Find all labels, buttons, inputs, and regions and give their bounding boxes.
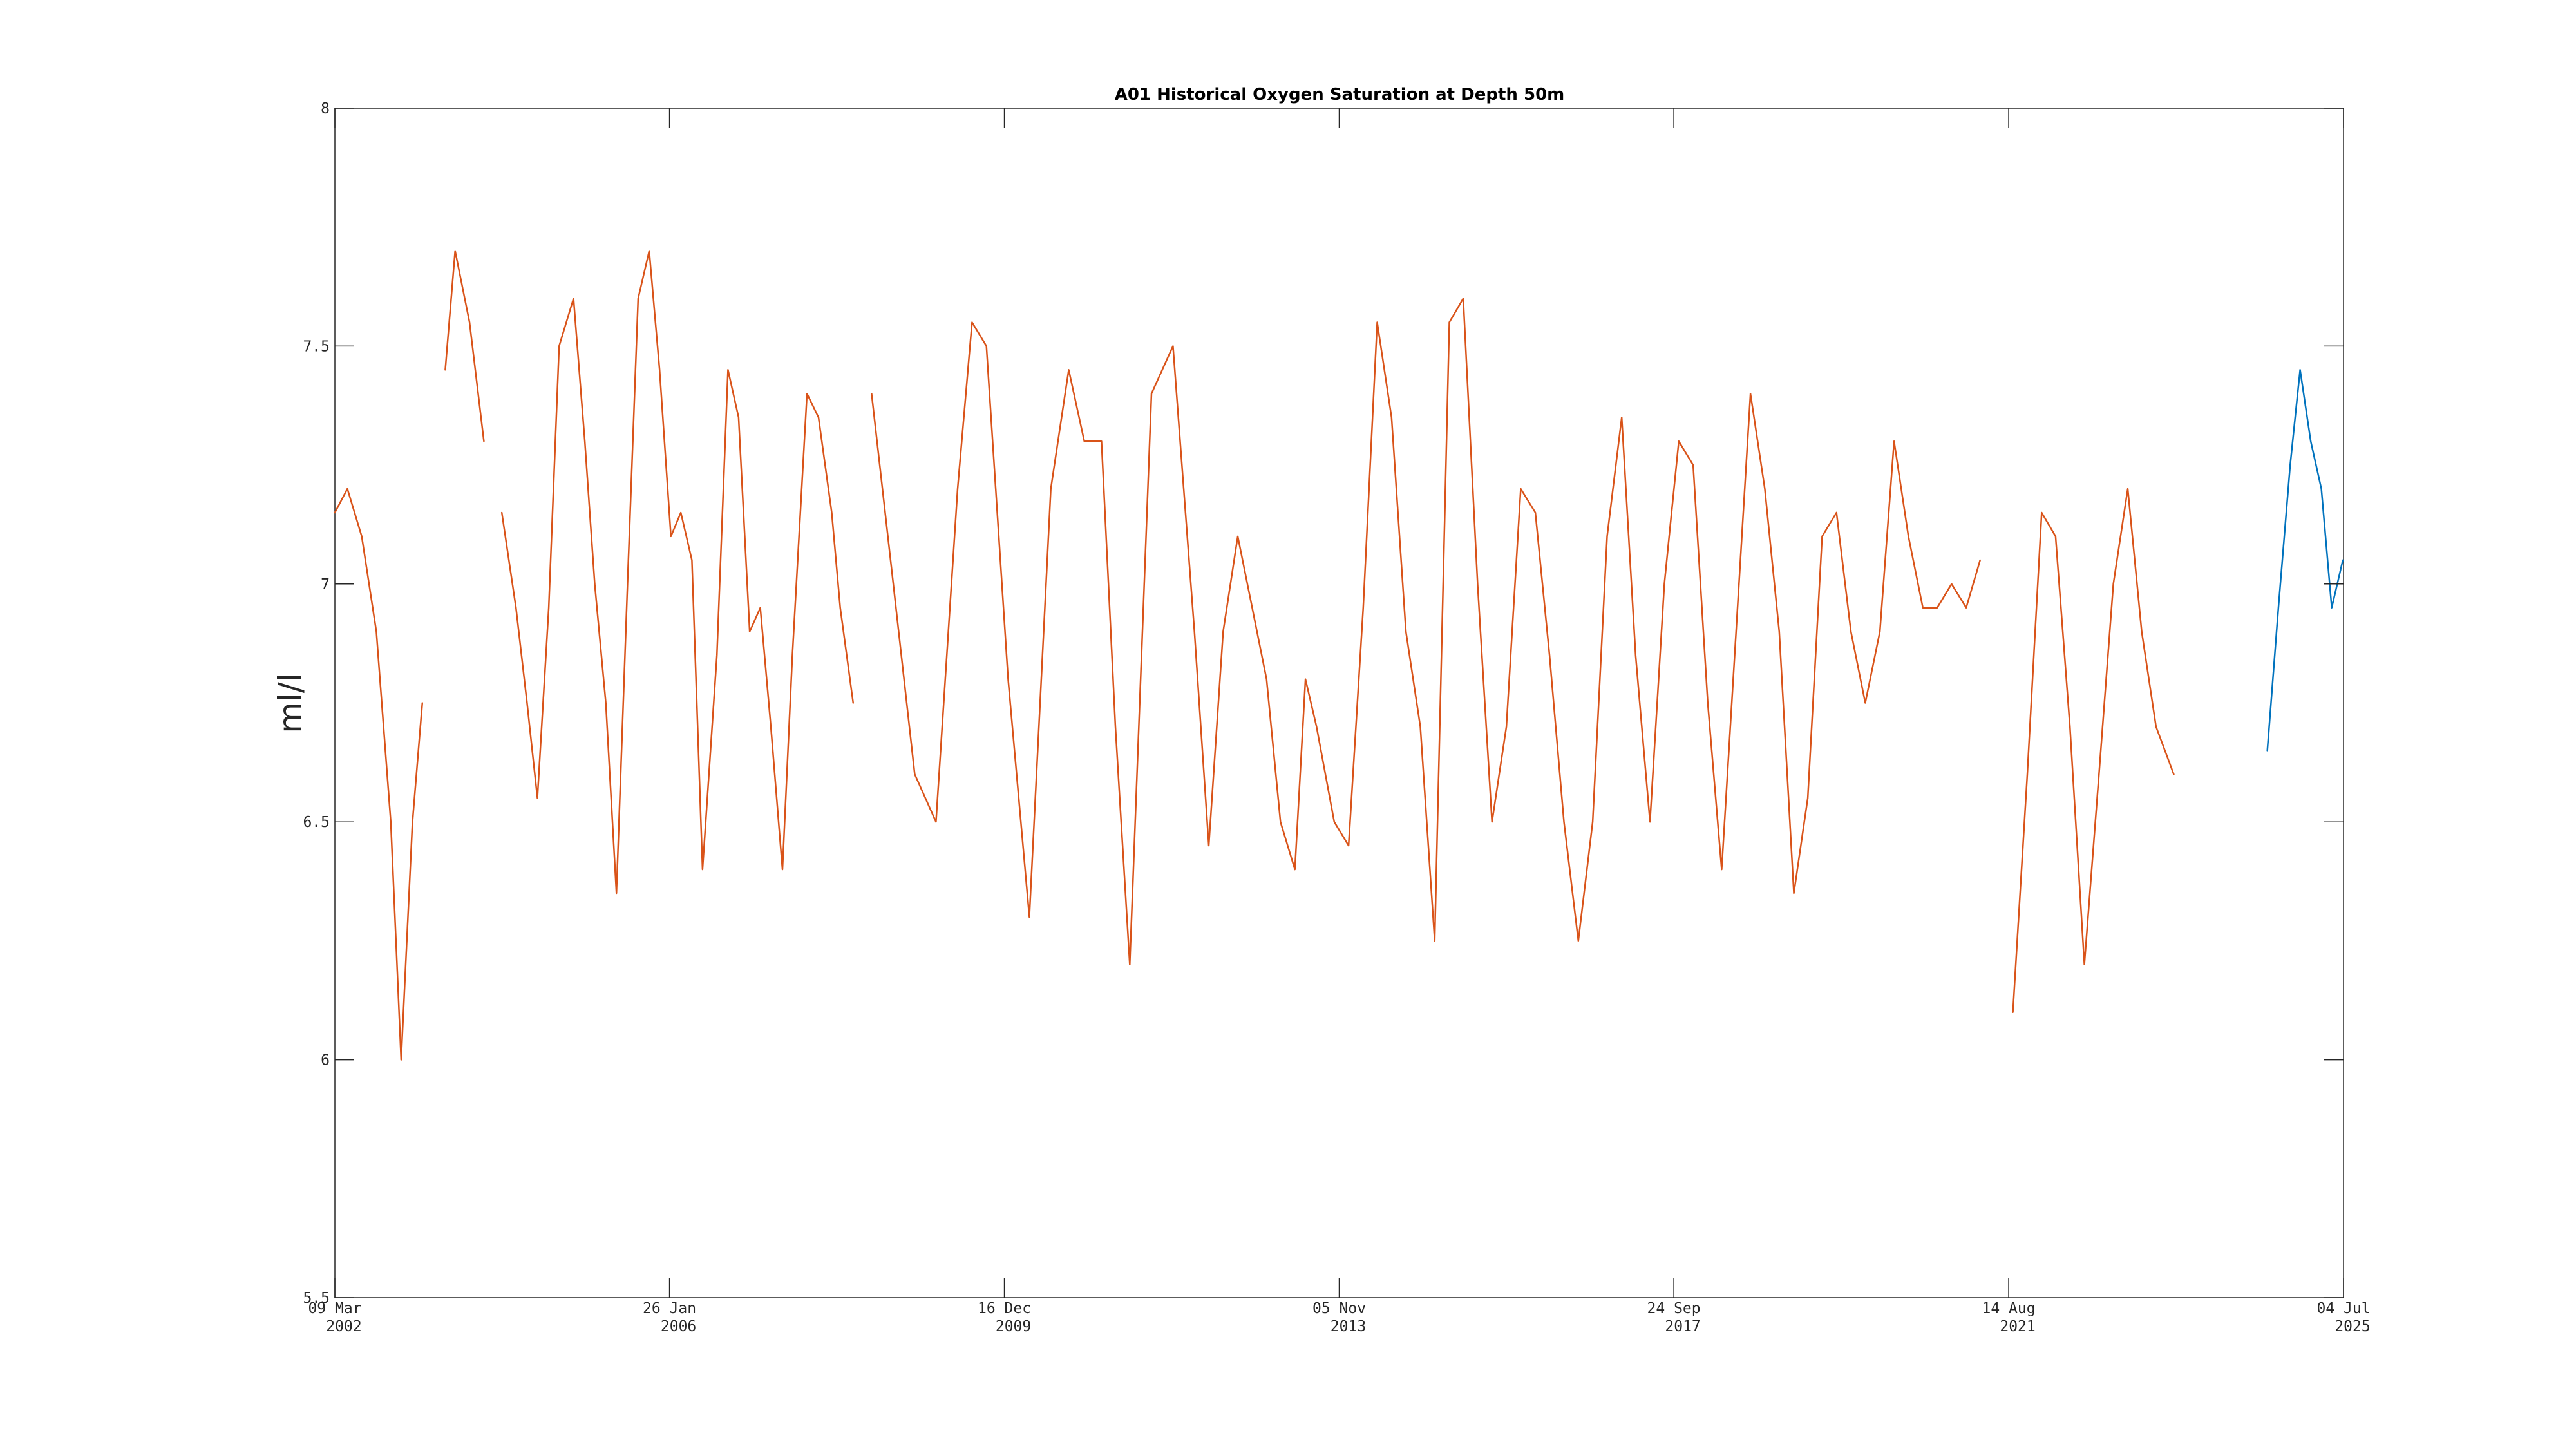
series-1-line xyxy=(2266,369,2344,752)
x-tick-label-year: 2002 xyxy=(326,1318,361,1335)
y-tick-label: 6 xyxy=(321,1052,330,1069)
chart-title: A01 Historical Oxygen Saturation at Dept… xyxy=(1115,85,1565,104)
y-axis: 5.5 6 6.5 7 7.5 8 xyxy=(303,100,2344,1307)
series-layer xyxy=(334,250,2344,1061)
x-tick-label: 05 Nov xyxy=(1312,1300,1366,1317)
x-tick-label-year: 2009 xyxy=(996,1318,1031,1335)
y-tick-label: 7 xyxy=(321,576,330,593)
x-tick-label: 24 Sep xyxy=(1647,1300,1701,1317)
x-tick-label-year: 2013 xyxy=(1331,1318,1366,1335)
series-0 xyxy=(334,250,2175,1061)
x-tick-label: 14 Aug xyxy=(1982,1300,2035,1317)
x-tick-label: 26 Jan xyxy=(643,1300,696,1317)
y-tick-label: 5.5 xyxy=(303,1290,330,1307)
series-0-line xyxy=(444,250,485,442)
series-0-line xyxy=(871,298,1981,966)
x-tick-label-year: 2006 xyxy=(661,1318,696,1335)
x-tick-label-year: 2021 xyxy=(2000,1318,2035,1335)
y-tick-label: 7.5 xyxy=(303,338,330,355)
x-tick-label: 16 Dec xyxy=(978,1300,1031,1317)
x-tick-label: 04 Jul xyxy=(2316,1300,2370,1317)
x-tick-label-year: 2025 xyxy=(2334,1318,2370,1335)
series-1 xyxy=(2266,369,2344,752)
x-tick-label: 09 Mar xyxy=(308,1300,361,1317)
y-tick-label: 8 xyxy=(321,100,330,117)
plot-area xyxy=(334,108,2344,1298)
y-tick-label: 6.5 xyxy=(303,814,330,831)
series-0-line xyxy=(2012,488,2175,1013)
x-tick-label-year: 2017 xyxy=(1665,1318,1700,1335)
y-axis-label: ml/l xyxy=(272,673,309,733)
series-0-line xyxy=(334,488,424,1061)
series-0-line xyxy=(500,250,855,895)
